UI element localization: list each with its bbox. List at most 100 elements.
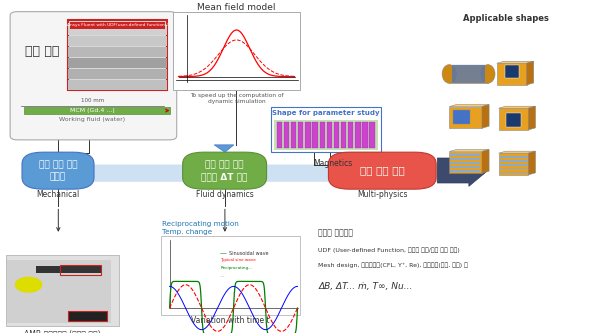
Text: ...: ... xyxy=(220,274,224,278)
Polygon shape xyxy=(528,151,536,175)
Bar xyxy=(500,164,528,166)
Text: Applicable shapes: Applicable shapes xyxy=(463,14,549,23)
Bar xyxy=(450,154,480,156)
Text: Mechanical: Mechanical xyxy=(37,190,80,199)
FancyBboxPatch shape xyxy=(6,255,119,326)
Text: Multi-physics: Multi-physics xyxy=(358,190,408,199)
FancyArrow shape xyxy=(437,155,488,186)
Text: Variation with time t: Variation with time t xyxy=(191,316,270,325)
Bar xyxy=(450,166,480,168)
Bar xyxy=(68,36,167,46)
Text: Mesh design, 무차원계수(CFL, Y⁺, Re), 경계조건(온도, 유속) 등: Mesh design, 무차원계수(CFL, Y⁺, Re), 경계조건(온도… xyxy=(318,262,468,267)
Bar xyxy=(68,47,167,57)
FancyBboxPatch shape xyxy=(183,152,267,189)
FancyBboxPatch shape xyxy=(22,152,94,189)
Bar xyxy=(312,122,318,148)
Bar xyxy=(341,122,346,148)
Bar xyxy=(505,65,519,78)
Bar xyxy=(499,153,528,175)
Bar xyxy=(449,107,482,128)
Text: 유동 함수 구현
능동형 ΔT 구현: 유동 함수 구현 능동형 ΔT 구현 xyxy=(202,160,248,181)
Bar xyxy=(362,122,368,148)
Polygon shape xyxy=(214,145,234,152)
Polygon shape xyxy=(497,61,534,63)
Text: 최적 형상 설계: 최적 형상 설계 xyxy=(360,166,405,176)
Bar xyxy=(305,122,311,148)
Bar xyxy=(369,122,375,148)
Bar xyxy=(449,152,482,173)
Bar xyxy=(291,122,296,148)
Bar xyxy=(500,172,528,173)
FancyBboxPatch shape xyxy=(161,236,300,315)
Bar xyxy=(327,122,332,148)
Bar xyxy=(506,113,521,127)
Circle shape xyxy=(15,277,42,292)
FancyBboxPatch shape xyxy=(173,12,300,90)
Bar xyxy=(298,122,303,148)
Bar xyxy=(68,69,167,79)
Bar xyxy=(24,107,170,114)
Text: 기본 형상 설계
모델링: 기본 형상 설계 모델링 xyxy=(39,160,77,181)
Bar xyxy=(68,311,107,321)
Text: Reciprocating motion
Temp. change: Reciprocating motion Temp. change xyxy=(162,221,239,235)
Text: MCM (Gd.4 ...): MCM (Gd.4 ...) xyxy=(70,108,115,113)
Bar xyxy=(500,168,528,169)
Text: —: — xyxy=(220,250,227,256)
Bar xyxy=(36,266,101,273)
Text: UDF (User-defined Function, 능동형 온도/유동 함수 제어): UDF (User-defined Function, 능동형 온도/유동 함수… xyxy=(318,247,460,252)
FancyBboxPatch shape xyxy=(10,12,177,140)
Bar xyxy=(497,63,527,85)
Text: Fluid dynamics: Fluid dynamics xyxy=(196,190,254,199)
Text: To speed up the computation of
dynamic simulation: To speed up the computation of dynamic s… xyxy=(190,93,283,104)
Text: Ansys Fluent with UDF(user-defined functions): Ansys Fluent with UDF(user-defined funct… xyxy=(67,23,168,27)
Bar xyxy=(450,162,480,164)
Ellipse shape xyxy=(481,65,495,83)
Text: Working fluid (water): Working fluid (water) xyxy=(59,117,126,123)
Text: ΔB, ΔT... ṁ, T∞, Nu...: ΔB, ΔT... ṁ, T∞, Nu... xyxy=(318,282,413,291)
Bar xyxy=(449,65,488,83)
Text: AMR 테스트베드 (한양대 제공): AMR 테스트베드 (한양대 제공) xyxy=(24,329,101,333)
Polygon shape xyxy=(499,106,536,108)
Text: 100 mm: 100 mm xyxy=(80,98,104,103)
Bar xyxy=(68,25,167,35)
Bar xyxy=(277,122,282,148)
Bar xyxy=(500,156,528,158)
Text: 모델링 고려사항: 모델링 고려사항 xyxy=(318,228,353,238)
FancyBboxPatch shape xyxy=(271,107,381,152)
Polygon shape xyxy=(499,151,536,153)
FancyBboxPatch shape xyxy=(328,152,436,189)
Bar xyxy=(68,58,167,68)
Bar xyxy=(355,122,361,148)
Bar xyxy=(450,170,480,172)
Text: Mean field model: Mean field model xyxy=(198,3,275,12)
Bar xyxy=(452,65,485,83)
Text: Reciprocating...: Reciprocating... xyxy=(220,266,252,270)
FancyBboxPatch shape xyxy=(23,165,459,182)
Polygon shape xyxy=(449,150,489,152)
Polygon shape xyxy=(528,106,536,130)
Bar xyxy=(274,120,378,150)
Bar xyxy=(453,110,470,124)
Polygon shape xyxy=(482,105,489,128)
Ellipse shape xyxy=(442,65,456,83)
Text: Shape for parameter study: Shape for parameter study xyxy=(272,110,380,116)
Polygon shape xyxy=(527,61,534,85)
Bar xyxy=(284,122,289,148)
Bar xyxy=(70,22,165,29)
Text: Magnetics: Magnetics xyxy=(314,159,353,168)
Bar xyxy=(68,80,167,90)
FancyBboxPatch shape xyxy=(68,20,167,90)
Text: Typical sine wave: Typical sine wave xyxy=(220,258,256,262)
Bar xyxy=(348,122,353,148)
Bar xyxy=(450,158,480,160)
Polygon shape xyxy=(449,105,489,107)
Bar xyxy=(499,108,528,130)
Bar xyxy=(500,160,528,162)
Polygon shape xyxy=(482,150,489,173)
Text: 기본 형상: 기본 형상 xyxy=(25,45,60,58)
Bar xyxy=(7,260,111,323)
Bar xyxy=(60,265,101,275)
Bar xyxy=(334,122,339,148)
Bar xyxy=(320,122,325,148)
Text: Sinusoidal wave: Sinusoidal wave xyxy=(229,250,268,256)
